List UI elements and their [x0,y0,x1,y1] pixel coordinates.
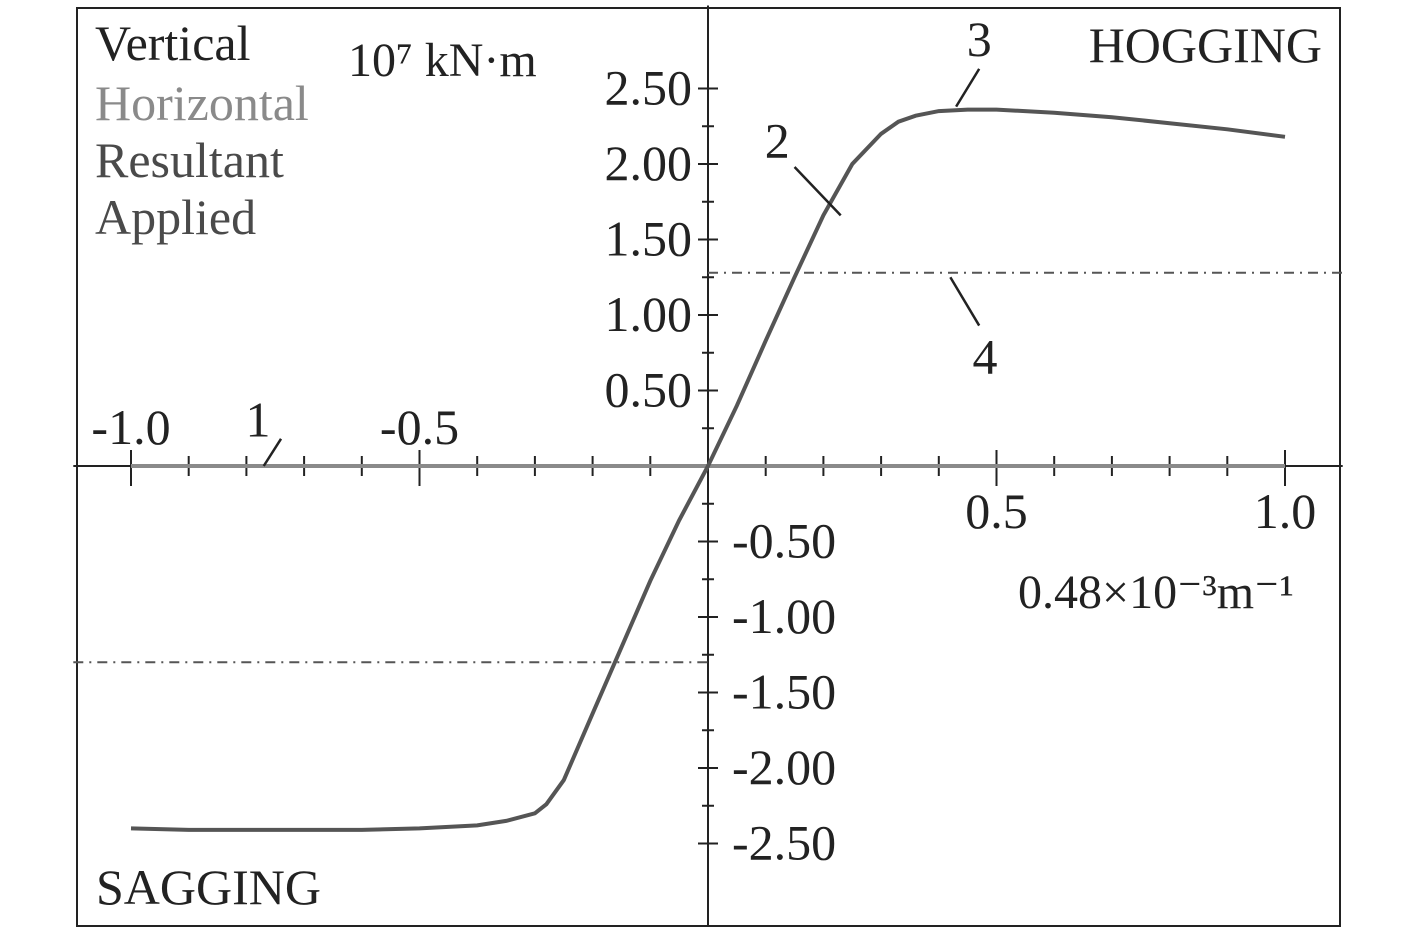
annotation-leader-3 [955,68,981,108]
x-tick-label: 1.0 [1254,483,1317,539]
legend-label-applied: Applied [95,189,256,245]
y-tick-label: -1.50 [732,664,836,720]
y-tick-label: 1.00 [605,286,693,342]
x-tick-label: 0.5 [965,483,1028,539]
region-label-hogging: HOGGING [1089,17,1322,73]
annotation-leader-4 [949,276,981,327]
annotation-label-1: 1 [245,392,270,448]
x-tick-label: -1.0 [91,399,170,455]
series-layer [73,107,1343,832]
series-line-vertical [130,107,1286,832]
region-label-sagging: SAGGING [96,859,321,915]
annotation-label-4: 4 [972,328,997,384]
x-tick-label: -0.5 [380,399,459,455]
y-tick-label: 2.00 [605,135,693,191]
annotation-label-3: 3 [967,11,992,67]
annotations-layer: 1 2 3 4 [245,11,997,467]
y-tick-label: -1.00 [732,588,836,644]
legend-label-resultant: Resultant [95,132,284,188]
y-tick-label: -2.00 [732,739,836,795]
annotation-label-2: 2 [765,112,790,168]
legend-label-vertical: Vertical [95,15,250,71]
annotation-leader-1 [262,438,283,467]
y-tick-label: 1.50 [605,211,693,267]
legend-label-horizontal: Horizontal [95,75,309,131]
y-tick-label: 0.50 [605,362,693,418]
y-axis-unit: 10⁷ kN·m [348,34,537,87]
y-tick-label: -0.50 [732,513,836,569]
x-axis-unit: 0.48×10⁻³m⁻¹ [1018,566,1294,619]
y-tick-label: -2.50 [732,815,836,871]
legend: Vertical Horizontal Resultant Applied [95,15,309,245]
y-tick-label: 2.50 [605,60,693,116]
annotation-leader-2 [793,166,842,217]
